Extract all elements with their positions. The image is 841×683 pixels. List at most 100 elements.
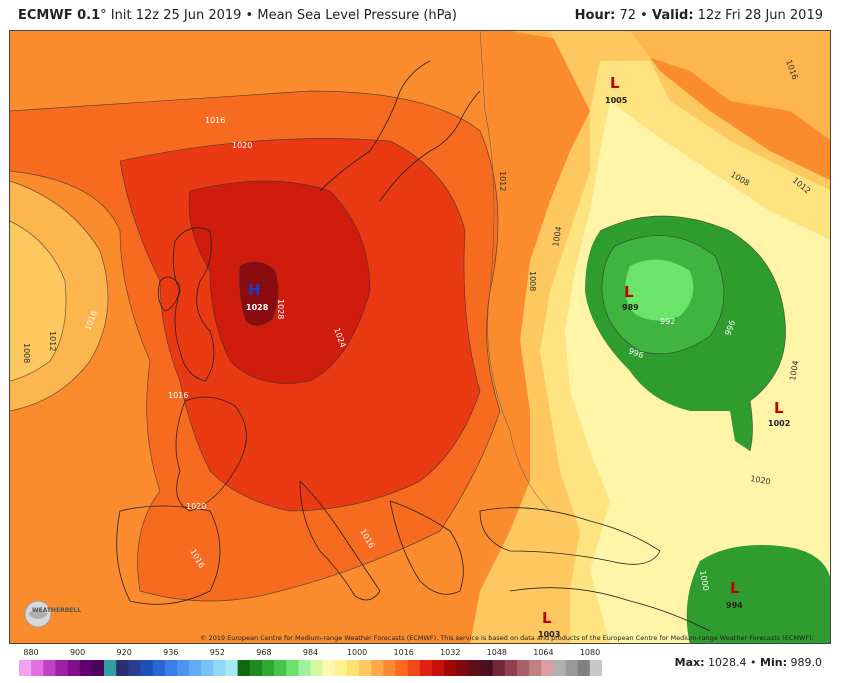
isobar-label: 1020 (232, 141, 252, 150)
colorbar-swatch (225, 660, 239, 676)
colorbar (19, 660, 602, 676)
colorbar-swatch (516, 660, 530, 676)
title-bullet: • (245, 8, 254, 23)
low-center-east: L 1002 (768, 399, 790, 428)
colorbar-tick-label: 920 (116, 648, 132, 657)
isobar-label: 992 (660, 317, 675, 326)
colorbar-swatch (468, 660, 482, 676)
colorbar-tick-label: 936 (163, 648, 179, 657)
colorbar-tick-label: 1016 (393, 648, 414, 657)
low-value: 989 (622, 303, 639, 312)
model-name: ECMWF 0.1 (18, 8, 101, 23)
isobar-label: 1000 (698, 570, 710, 592)
coast-turkey (509, 587, 711, 632)
colorbar-tick-label: 1048 (486, 648, 508, 657)
isobar-label: 1004 (788, 360, 800, 382)
high-letter: H (248, 281, 261, 299)
colorbar-swatch (395, 660, 409, 676)
coast-balkans (389, 500, 464, 595)
high-value: 1028 (246, 303, 269, 312)
colorbar-swatch (346, 660, 360, 676)
isobar-label: 1004 (551, 226, 563, 248)
stats-separator: • (750, 656, 757, 669)
colorbar-swatch (565, 660, 579, 676)
colorbar-swatch (249, 660, 263, 676)
coast-italy (299, 480, 381, 601)
colorbar-swatch (383, 660, 397, 676)
colorbar-swatch (492, 660, 506, 676)
colorbar-swatch (261, 660, 275, 676)
field-name: Mean Sea Level Pressure (hPa) (257, 8, 457, 23)
colorbar-swatch (31, 660, 44, 676)
low-value: 1005 (605, 96, 628, 105)
colorbar-tick-label: 968 (256, 648, 272, 657)
isobar-996 (599, 215, 786, 452)
colorbar-swatch (577, 660, 591, 676)
copyright-credit: © 2019 European Centre for Medium-range … (200, 634, 814, 642)
colorbar-tick-label: 880 (23, 648, 39, 657)
colorbar-tick-label: 1064 (533, 648, 554, 657)
valid-value: 12z Fri 28 Jun 2019 (697, 8, 823, 23)
logo-text: WEATHERBELL (32, 607, 82, 614)
colorbar-swatch (480, 660, 494, 676)
colorbar-tick-label: 900 (69, 648, 86, 657)
header-bar: ECMWF 0.1° Init 12z 25 Jun 2019 • Mean S… (0, 0, 841, 30)
colorbar-swatch (104, 660, 117, 676)
colorbar-tick-label: 952 (209, 648, 225, 657)
isobar-992 (601, 235, 725, 355)
pressure-map: 1016 1020 1016 1012 1008 1016 1020 1024 … (9, 30, 831, 644)
colorbar-swatch (407, 660, 421, 676)
isobar-label: 1020 (750, 474, 772, 486)
colorbar-swatch (43, 660, 56, 676)
hour-value: 72 (619, 8, 637, 23)
colorbar-swatch (371, 660, 384, 676)
field-1008-north (310, 31, 830, 140)
min-value: 989.0 (790, 656, 823, 669)
colorbar-swatch (431, 660, 445, 676)
colorbar-swatch (176, 660, 190, 676)
border-east (479, 31, 551, 512)
coast-sweden (379, 90, 481, 202)
weatherbell-logo: WEATHERBELL (18, 594, 88, 634)
colorbar-swatch (237, 660, 251, 676)
field-989 (625, 259, 694, 321)
colorbar-swatch (359, 660, 372, 676)
colorbar-tick-label: 1032 (440, 648, 461, 657)
valid-bullet: • (640, 8, 648, 23)
colorbar-swatch (456, 660, 469, 676)
colorbar-swatch (67, 660, 81, 676)
colorbar-tick-label: 984 (302, 648, 319, 657)
colorbar-swatch (152, 660, 166, 676)
isobar-label: 1020 (186, 502, 206, 511)
low-value: 1003 (538, 630, 560, 639)
low-value: 994 (726, 601, 743, 610)
colorbar-swatch (444, 660, 457, 676)
colorbar-swatch (334, 660, 348, 676)
isobar-label: 1012 (48, 331, 57, 351)
degree-sign: ° (100, 8, 107, 23)
isobar-1028 (239, 261, 279, 326)
colorbar-swatch (55, 660, 69, 676)
isobar-label: 1028 (276, 299, 285, 319)
init-time: Init 12z 25 Jun 2019 (110, 8, 242, 23)
colorbar-swatch (286, 660, 299, 676)
colorbar-swatch (213, 660, 226, 676)
colorbar-swatch (79, 660, 93, 676)
low-center-greece: L 1003 (538, 609, 560, 639)
low-letter: L (610, 74, 620, 92)
low-value: 1002 (768, 419, 790, 428)
colorbar-swatch (529, 660, 542, 676)
high-center: H 1028 (246, 281, 269, 312)
coast-france (175, 396, 247, 512)
field-996-se (686, 545, 830, 643)
colorbar-swatch (128, 660, 141, 676)
coast-ireland (157, 276, 181, 312)
colorbar-swatch (19, 660, 32, 676)
valid-info: Hour: 72 • Valid: 12z Fri 28 Jun 2019 (575, 8, 823, 23)
isobar-1008-west (10, 180, 109, 412)
colorbar-swatch (589, 660, 602, 676)
hour-label: Hour: (574, 8, 616, 23)
low-letter: L (542, 609, 552, 627)
isobar-label: 1016 (205, 116, 225, 125)
colorbar-swatch (419, 660, 433, 676)
